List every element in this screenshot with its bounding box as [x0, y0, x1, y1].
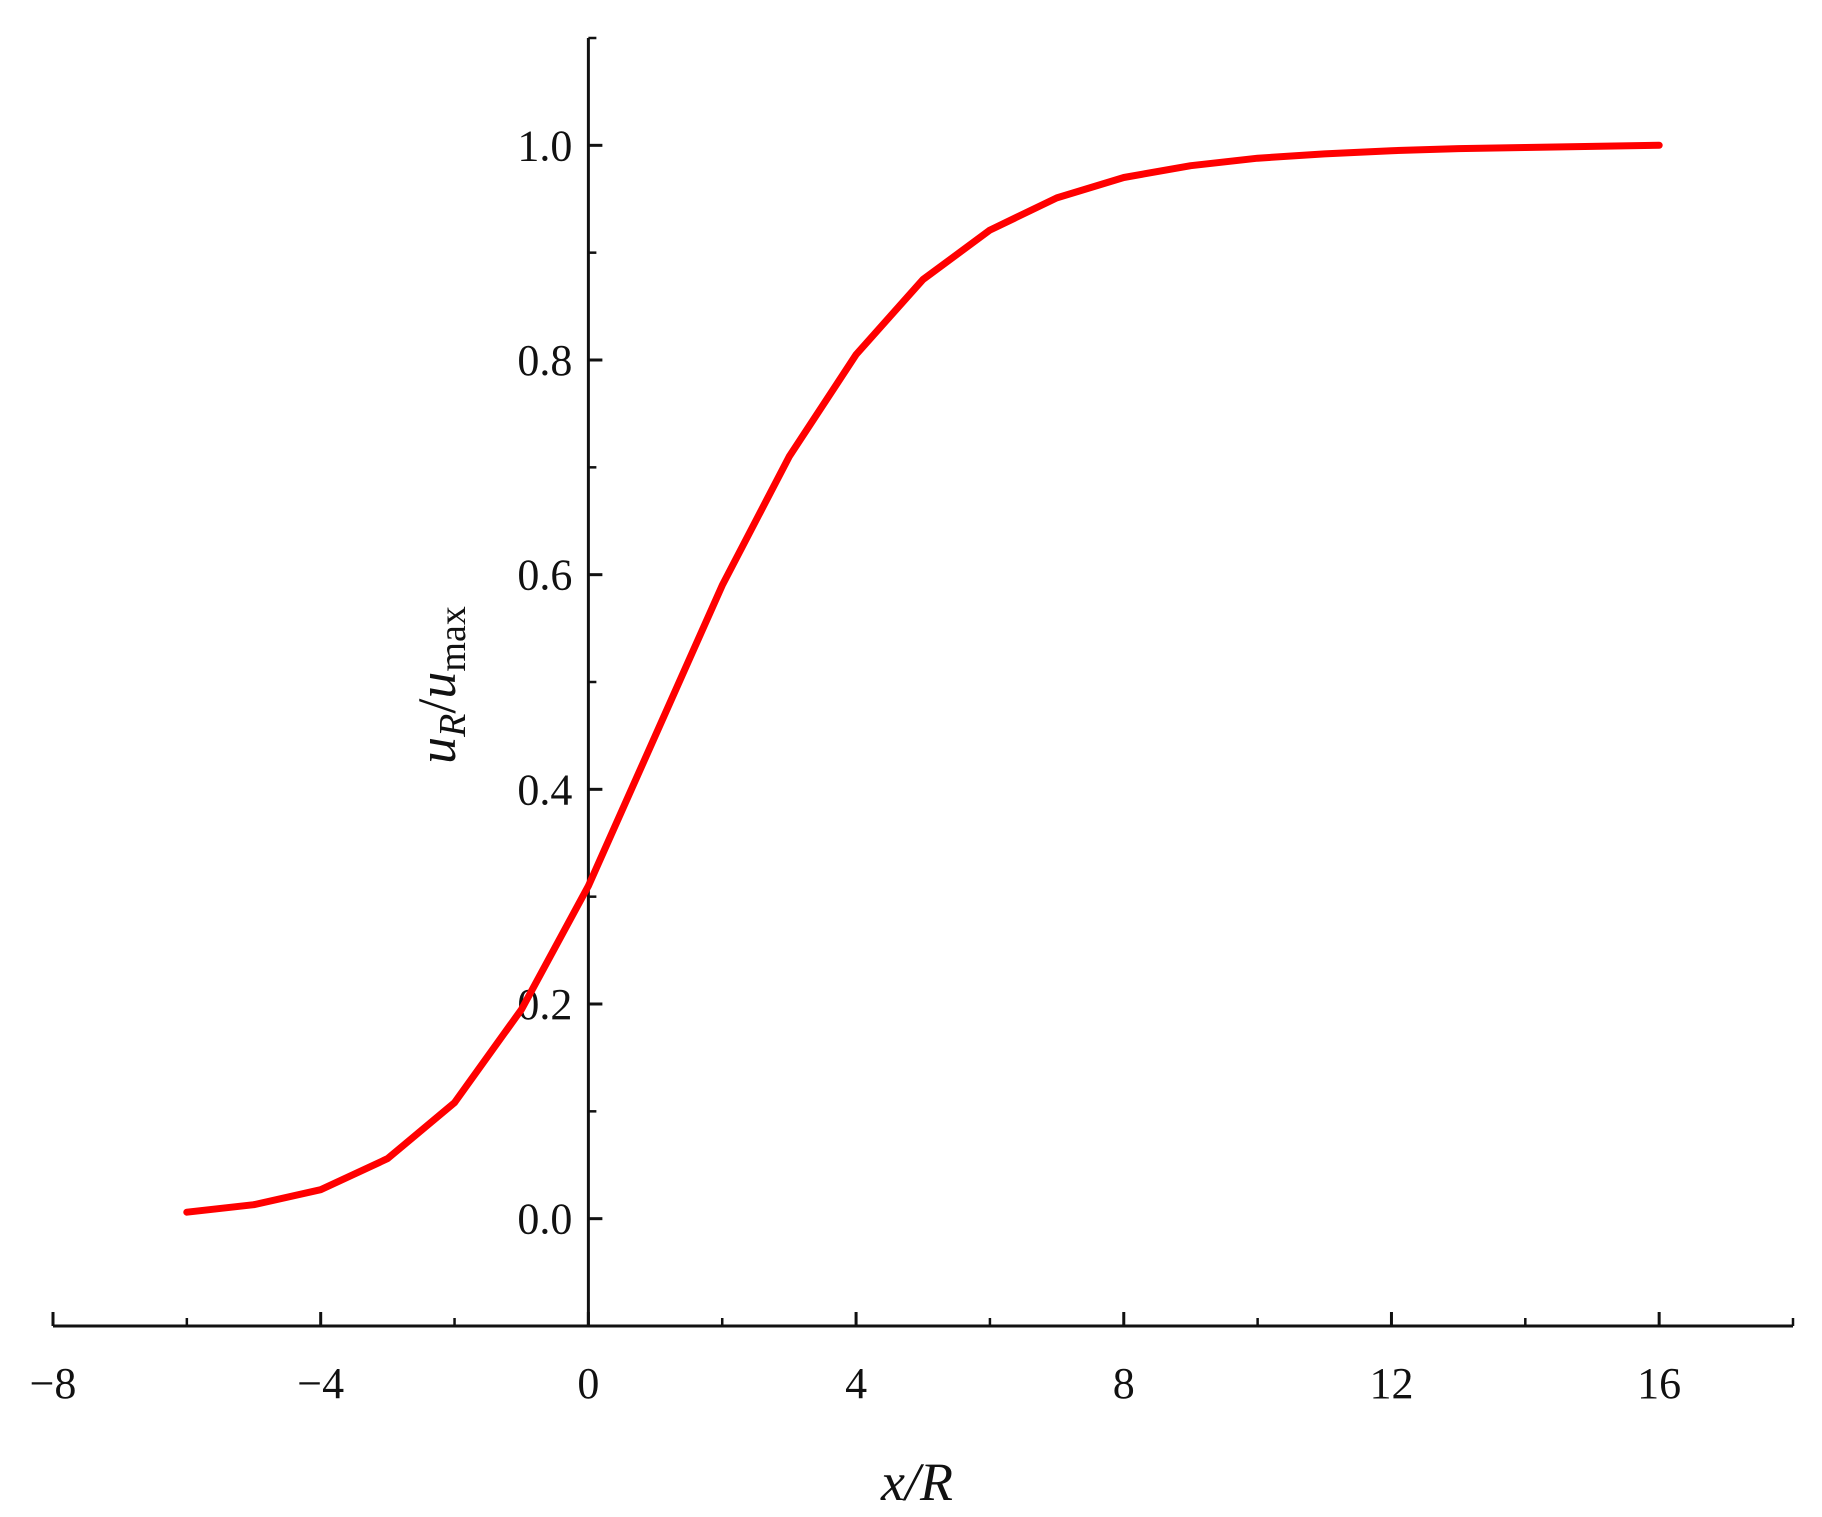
x-tick-label: 16: [1637, 1359, 1681, 1408]
y-axis-title: uR/umax: [407, 606, 474, 764]
series-line-0: [183, 141, 1663, 1216]
x-tick-label: 4: [845, 1359, 867, 1408]
y-tick-label: 1.0: [517, 121, 572, 170]
y-tick-label: 0.4: [517, 765, 572, 814]
x-tick-label: 0: [577, 1359, 599, 1408]
ticks: −8 −4 0 4 8 12 160.00.20.40.60.81.0: [30, 36, 1795, 1408]
x-tick-label: −8: [30, 1359, 77, 1408]
series: [183, 141, 1663, 1216]
y-tick-label: 0.8: [517, 336, 572, 385]
x-axis-title: x/R: [880, 1452, 953, 1512]
y-tick-label: 0.0: [517, 1195, 572, 1244]
y-tick-label: 0.6: [517, 551, 572, 600]
x-tick-label: 8: [1113, 1359, 1135, 1408]
x-tick-label: −4: [297, 1359, 344, 1408]
x-tick-label: 12: [1369, 1359, 1413, 1408]
axes: [53, 38, 1793, 1328]
